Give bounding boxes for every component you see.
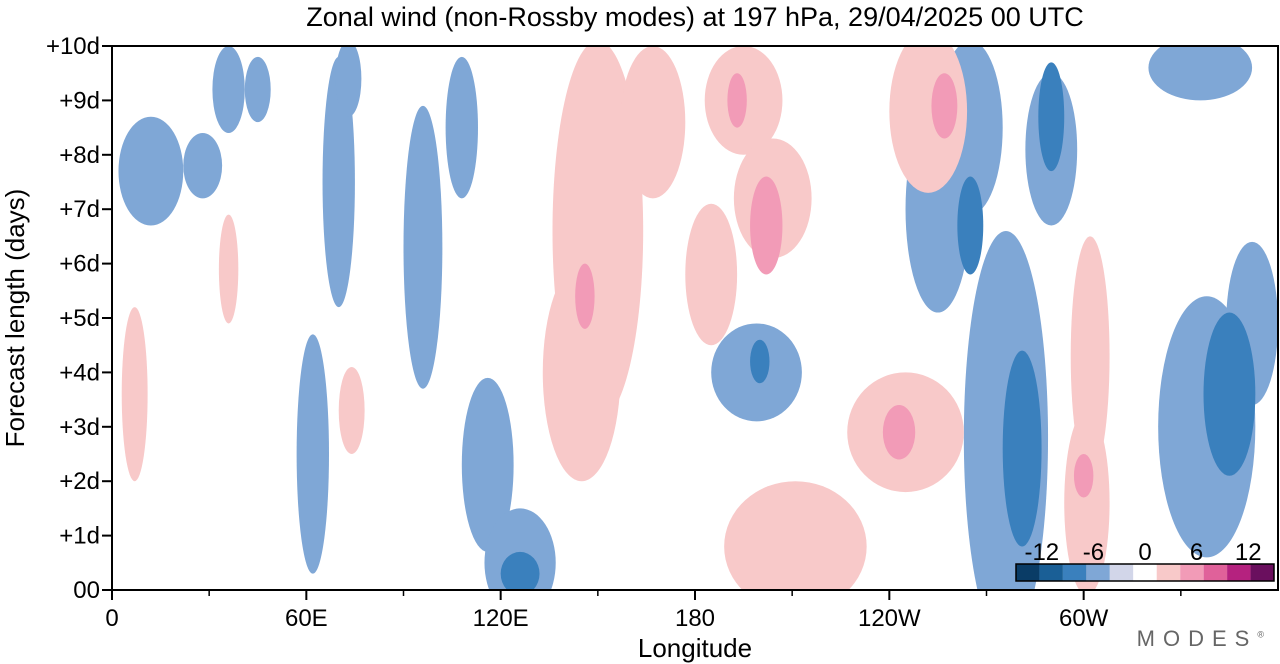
x-axis: 0 60E 120E 180 120W 60W bbox=[105, 590, 1182, 632]
easterly-anomaly-21 bbox=[957, 176, 984, 275]
westerly-anomaly-40 bbox=[727, 73, 747, 128]
colorbar-swatch bbox=[1086, 564, 1110, 581]
y-tick-label: +4d bbox=[59, 359, 100, 386]
y-axis: 00 +1d +2d +3d +4d +5d +6d +7d +8d +9d +10d bbox=[46, 33, 112, 604]
westerly-anomaly-26 bbox=[218, 214, 239, 324]
westerly-anomaly-30 bbox=[620, 46, 686, 199]
colorbar-label: -6 bbox=[1083, 539, 1104, 566]
easterly-anomaly-6 bbox=[335, 46, 362, 117]
easterly-anomaly-5 bbox=[322, 56, 355, 308]
easterly-anomaly-23 bbox=[1038, 62, 1065, 172]
westerly-anomaly-42 bbox=[882, 405, 916, 460]
easterly-anomaly-18 bbox=[1148, 46, 1253, 101]
easterly-anomaly-8 bbox=[445, 56, 478, 199]
x-tick-label: 120E bbox=[473, 605, 529, 632]
y-tick-label: +5d bbox=[59, 305, 100, 332]
easterly-anomaly-7 bbox=[403, 105, 443, 389]
colorbar-label: 6 bbox=[1190, 539, 1203, 566]
easterly-anomaly-4 bbox=[296, 334, 330, 574]
x-tick-label: 180 bbox=[675, 605, 715, 632]
easterly-anomaly-0 bbox=[118, 116, 184, 226]
colorbar: -12 -6 0 6 12 bbox=[1015, 539, 1275, 582]
colorbar-label: 12 bbox=[1235, 539, 1262, 566]
y-tick-label: +7d bbox=[59, 196, 100, 223]
y-axis-label: Forecast length (days) bbox=[0, 189, 30, 448]
y-tick-label: +1d bbox=[59, 523, 100, 550]
x-tick-label: 120W bbox=[858, 605, 921, 632]
easterly-anomaly-20 bbox=[750, 339, 770, 384]
westerly-anomaly-43 bbox=[931, 73, 958, 139]
westerly-anomaly-31 bbox=[685, 203, 738, 346]
easterly-anomaly-24 bbox=[1203, 312, 1256, 476]
colorbar-swatch bbox=[1203, 564, 1228, 581]
colorbar-swatch bbox=[1133, 564, 1157, 581]
westerly-anomaly-29 bbox=[542, 263, 621, 482]
colorbar-swatch bbox=[1227, 564, 1251, 581]
westerly-anomaly-27 bbox=[338, 366, 365, 455]
colorbar-swatch bbox=[1109, 564, 1134, 581]
easterly-anomaly-1 bbox=[183, 133, 223, 199]
x-tick-label: 0 bbox=[105, 605, 118, 632]
easterly-anomaly-3 bbox=[244, 56, 271, 123]
colorbar-swatch bbox=[1039, 564, 1063, 581]
colorbar-label: -12 bbox=[1024, 539, 1059, 566]
colorbar-swatch bbox=[1062, 564, 1087, 581]
colorbar-swatch bbox=[1016, 564, 1040, 581]
westerly-anomaly-25 bbox=[121, 307, 148, 482]
colorbar-label: 0 bbox=[1138, 539, 1151, 566]
x-tick-label: 60E bbox=[285, 605, 328, 632]
contour-fills bbox=[118, 46, 1278, 590]
easterly-anomaly-2 bbox=[212, 46, 245, 134]
y-tick-label: +9d bbox=[59, 87, 100, 114]
colorbar-swatch bbox=[1156, 564, 1181, 581]
colorbar-swatch bbox=[1250, 564, 1274, 581]
y-tick-label: +2d bbox=[59, 468, 100, 495]
westerly-anomaly-41 bbox=[750, 176, 783, 275]
colorbar-frame bbox=[1015, 563, 1275, 582]
colorbar-swatch bbox=[1180, 564, 1204, 581]
westerly-anomaly-39 bbox=[575, 263, 595, 329]
chart-title: Zonal wind (non-Rossby modes) at 197 hPa… bbox=[306, 2, 1084, 32]
y-tick-label: 00 bbox=[73, 577, 100, 604]
westerly-anomaly-44 bbox=[1073, 454, 1094, 498]
westerly-anomaly-38 bbox=[1064, 410, 1110, 590]
y-tick-label: +3d bbox=[59, 414, 100, 441]
easterly-anomaly-19 bbox=[500, 551, 540, 590]
easterly-anomaly-9 bbox=[461, 377, 514, 552]
y-tick-label: +6d bbox=[59, 251, 100, 278]
y-tick-label: +8d bbox=[59, 142, 100, 169]
easterly-anomaly-22 bbox=[1002, 350, 1042, 547]
x-axis-label: Longitude bbox=[638, 633, 752, 663]
modes-logo: MODES® bbox=[1137, 626, 1264, 652]
registered-mark: ® bbox=[1257, 629, 1264, 640]
westerly-anomaly-34 bbox=[724, 481, 867, 590]
y-tick-label: +10d bbox=[46, 33, 100, 60]
brand-name: MODES bbox=[1136, 626, 1258, 651]
x-tick-label: 60W bbox=[1059, 605, 1109, 632]
